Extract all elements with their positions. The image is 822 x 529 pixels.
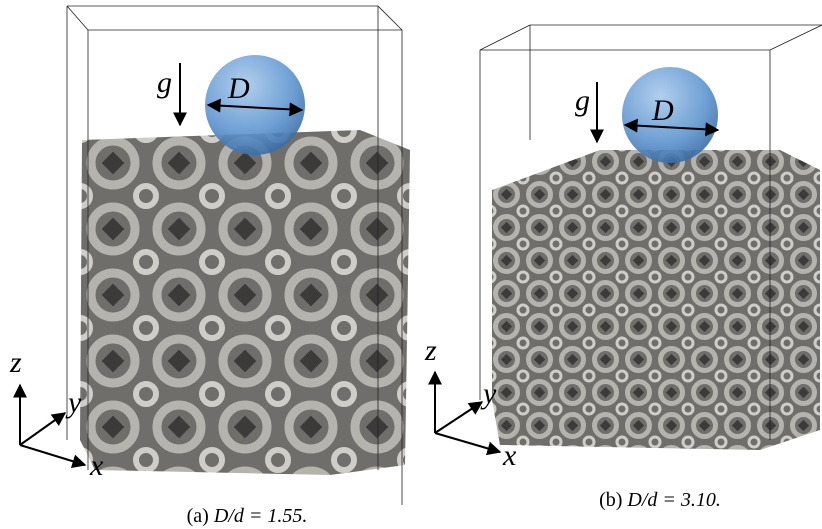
diameter-label: D <box>651 94 674 127</box>
axis-y-label: y <box>480 377 497 410</box>
panel-b: D g z y x (b) D/d = 3.10. <box>424 25 822 511</box>
axis-z-label: z <box>9 346 22 379</box>
lattice <box>492 150 820 450</box>
caption-label: (b) <box>599 489 622 511</box>
caption-math: D/d = 1.55. <box>213 505 308 527</box>
caption: (b) D/d = 3.10. <box>599 489 721 511</box>
caption: (a) D/d = 1.55. <box>187 505 308 527</box>
gravity-label: g <box>157 66 172 99</box>
figure: D g z y x (a) D/d = 1.55. D g z y x <box>0 0 822 529</box>
caption-label: (a) <box>187 505 209 527</box>
axis-z-label: z <box>424 334 437 367</box>
panel-a: D g z y x (a) D/d = 1.55. <box>9 6 410 527</box>
axis-x-label: x <box>502 439 517 472</box>
gravity-label: g <box>575 84 590 117</box>
diameter-label: D <box>227 72 250 105</box>
axis-y-label: y <box>65 386 82 419</box>
caption-math: D/d = 3.10. <box>626 489 721 511</box>
axis-x-label: x <box>89 449 104 482</box>
lattice <box>80 130 410 475</box>
